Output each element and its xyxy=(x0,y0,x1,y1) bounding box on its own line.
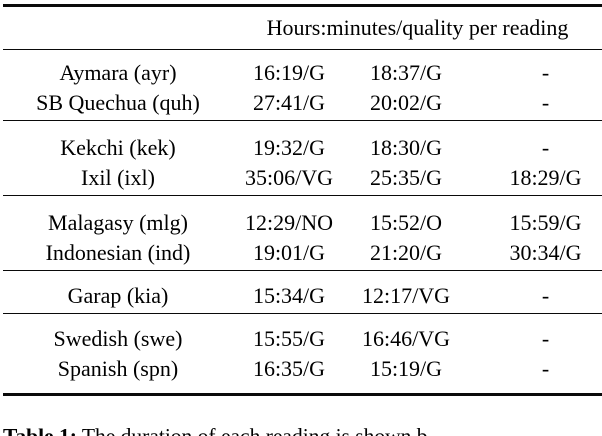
reading3-cell: 30:34/G xyxy=(509,240,582,265)
reading1-cell: 15:55/G xyxy=(252,326,326,351)
table-row: Spanish (spn) 16:35/G 15:19/G - xyxy=(3,354,602,384)
table-row: Garap (kia) 15:34/G 12:17/VG - xyxy=(3,281,602,311)
reading3-cell: - xyxy=(541,60,550,85)
reading3-cell: - xyxy=(541,135,550,160)
table-header-label: Hours:minutes/quality per reading xyxy=(266,15,569,40)
reading2-cell: 18:30/G xyxy=(369,135,443,160)
reading2-cell: 16:46/VG xyxy=(362,326,450,351)
reading2-cell: 25:35/G xyxy=(369,165,443,190)
reading2-cell: 20:02/G xyxy=(369,90,443,115)
table-row: Kekchi (kek) 19:32/G 18:30/G - xyxy=(3,133,602,163)
table-row: Swedish (swe) 15:55/G 16:46/VG - xyxy=(3,324,602,354)
caption-label: Table 1: xyxy=(3,424,77,436)
results-table: Hours:minutes/quality per reading Aymara… xyxy=(3,4,602,396)
reading2-cell: 12:17/VG xyxy=(362,283,450,308)
reading3-cell: - xyxy=(541,283,550,308)
table-row: Aymara (ayr) 16:19/G 18:37/G - xyxy=(3,58,602,88)
reading2-cell: 18:37/G xyxy=(369,60,443,85)
table-row: Indonesian (ind) 19:01/G 21:20/G 30:34/G xyxy=(3,238,602,268)
language-cell: Spanish (spn) xyxy=(57,356,179,381)
language-cell: Malagasy (mlg) xyxy=(48,210,188,235)
language-cell: Ixil (ixl) xyxy=(81,165,155,190)
language-cell: Aymara (ayr) xyxy=(59,60,177,85)
table-group-5: Swedish (swe) 15:55/G 16:46/VG - Spanish… xyxy=(3,314,602,396)
language-cell: Swedish (swe) xyxy=(53,326,183,351)
reading3-cell: 15:59/G xyxy=(509,210,582,235)
reading1-cell: 15:34/G xyxy=(252,283,326,308)
table-caption: Table 1: The duration of each reading is… xyxy=(3,423,599,436)
reading2-cell: 15:52/O xyxy=(369,210,443,235)
table-row: SB Quechua (quh) 27:41/G 20:02/G - xyxy=(3,88,602,118)
reading3-cell: - xyxy=(541,90,550,115)
table-group-2: Kekchi (kek) 19:32/G 18:30/G - Ixil (ixl… xyxy=(3,121,602,196)
language-cell: Indonesian (ind) xyxy=(45,240,191,265)
table-row: Malagasy (mlg) 12:29/NO 15:52/O 15:59/G xyxy=(3,208,602,238)
table-header-row: Hours:minutes/quality per reading xyxy=(3,13,602,43)
reading3-cell: - xyxy=(541,326,550,351)
table-group-3: Malagasy (mlg) 12:29/NO 15:52/O 15:59/G … xyxy=(3,196,602,271)
reading1-cell: 27:41/G xyxy=(252,90,326,115)
reading1-cell: 12:29/NO xyxy=(245,210,333,235)
table-group-4: Garap (kia) 15:34/G 12:17/VG - xyxy=(3,271,602,314)
reading3-cell: 18:29/G xyxy=(509,165,582,190)
table-group-1: Aymara (ayr) 16:19/G 18:37/G - SB Quechu… xyxy=(3,50,602,121)
language-cell: Kekchi (kek) xyxy=(60,135,176,160)
reading1-cell: 16:35/G xyxy=(252,356,326,381)
table-header-group: Hours:minutes/quality per reading xyxy=(3,7,602,50)
reading3-cell: - xyxy=(541,356,550,381)
caption-text: The duration of each reading is shown b xyxy=(76,424,428,436)
reading1-cell: 19:32/G xyxy=(252,135,326,160)
reading1-cell: 35:06/VG xyxy=(245,165,333,190)
reading2-cell: 21:20/G xyxy=(369,240,443,265)
table-row: Ixil (ixl) 35:06/VG 25:35/G 18:29/G xyxy=(3,163,602,193)
reading2-cell: 15:19/G xyxy=(369,356,443,381)
language-cell: SB Quechua (quh) xyxy=(36,90,200,115)
reading1-cell: 16:19/G xyxy=(252,60,326,85)
reading1-cell: 19:01/G xyxy=(252,240,326,265)
language-cell: Garap (kia) xyxy=(67,283,169,308)
